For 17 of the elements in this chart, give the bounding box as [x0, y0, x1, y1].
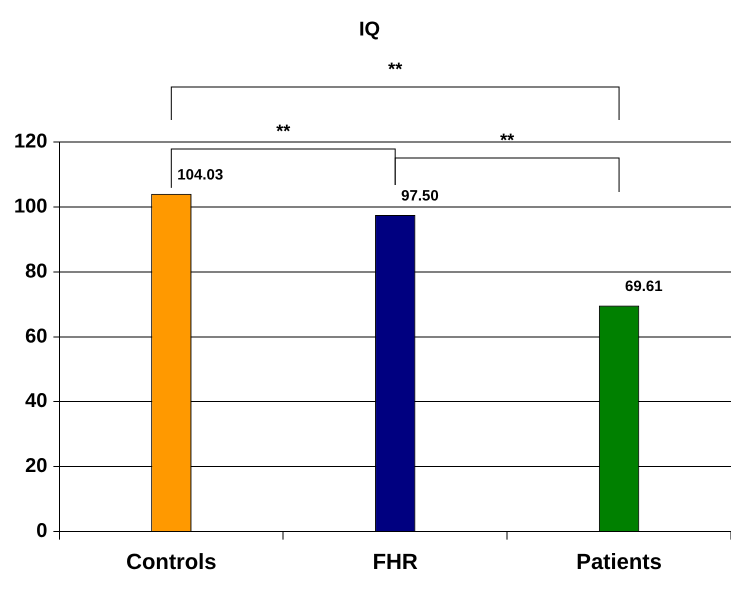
- data-label: 104.03: [177, 166, 224, 184]
- text: **: [388, 58, 402, 79]
- y-tick-label: 60: [25, 325, 48, 348]
- y-tick-label: 120: [14, 130, 48, 153]
- y-tick-label: 40: [25, 390, 48, 412]
- y-tick-label: 0: [36, 520, 48, 542]
- y-tick-label: 100: [14, 195, 48, 218]
- data-label: 69.61: [625, 278, 663, 296]
- y-tick-label: 80: [25, 260, 48, 282]
- x-tick-label: Patients: [576, 548, 662, 574]
- x-tick-label: FHR: [372, 548, 418, 574]
- text: **: [276, 120, 290, 141]
- y-tick-label: 20: [25, 455, 48, 478]
- chart-title: IQ: [358, 18, 380, 41]
- data-label: 97.50: [401, 188, 439, 205]
- x-tick-label: Controls: [126, 548, 217, 574]
- annotation: **: [500, 130, 514, 150]
